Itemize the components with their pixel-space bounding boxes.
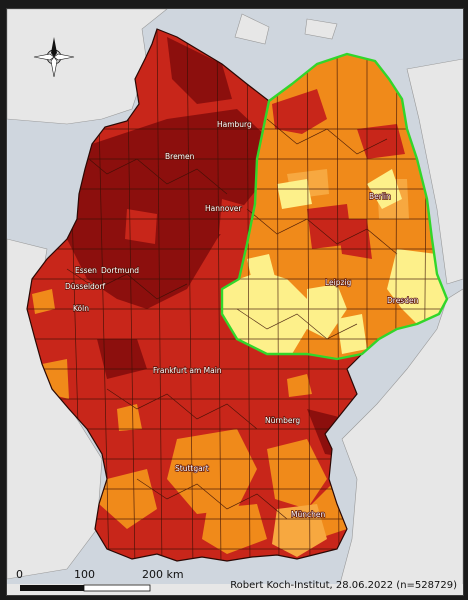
district-borders bbox=[27, 29, 447, 561]
city-label-koeln: Köln bbox=[73, 304, 89, 313]
scale-tick-200: 200 km bbox=[142, 568, 184, 581]
city-label-bremen: Bremen bbox=[165, 152, 195, 161]
city-label-frankfurt: Frankfurt am Main bbox=[153, 366, 222, 375]
city-label-berlin: Berlin bbox=[369, 192, 391, 201]
map-frame: Hamburg Bremen Hannover Berlin Essen Dor… bbox=[6, 8, 464, 596]
scale-tick-100: 100 bbox=[74, 568, 95, 581]
east-germany-outline bbox=[220, 52, 449, 361]
city-label-dortmund: Dortmund bbox=[101, 266, 139, 275]
neighbor-land-northeast bbox=[406, 58, 463, 285]
island-north bbox=[234, 13, 270, 45]
source-credit: Robert Koch-Institut, 28.06.2022 (n=5287… bbox=[230, 580, 457, 591]
scale-bar: 0 100 200 km bbox=[16, 568, 184, 592]
city-label-muenchen: München bbox=[291, 510, 325, 519]
city-label-dresden: Dresden bbox=[387, 296, 419, 305]
city-label-hamburg: Hamburg bbox=[217, 120, 252, 129]
city-label-essen: Essen bbox=[75, 266, 97, 275]
city-label-leipzig: Leipzig bbox=[325, 278, 352, 287]
city-label-duesseldorf: Düsseldorf bbox=[65, 282, 105, 291]
germany-incidence-map: Hamburg Bremen Hannover Berlin Essen Dor… bbox=[7, 9, 463, 595]
compass-rose-icon bbox=[33, 37, 75, 78]
city-label-nuernberg: Nürnberg bbox=[265, 416, 300, 425]
city-label-hannover: Hannover bbox=[205, 204, 242, 213]
city-label-stuttgart: Stuttgart bbox=[175, 464, 209, 473]
scale-bar-segment-1 bbox=[20, 585, 84, 591]
island-northeast bbox=[304, 18, 338, 40]
scale-tick-0: 0 bbox=[16, 568, 23, 581]
scale-bar-segment-2 bbox=[83, 584, 151, 592]
neighbor-land-east bbox=[336, 288, 463, 595]
